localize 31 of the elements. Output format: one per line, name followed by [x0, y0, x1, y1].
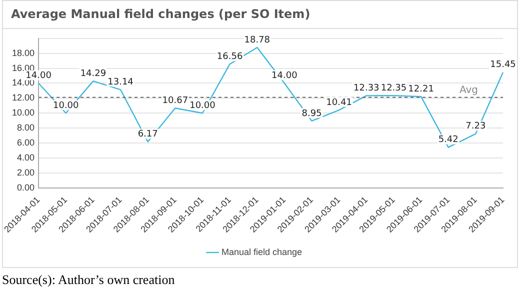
ref-line-label: Avg [459, 85, 478, 96]
y-tick-label: 12.00 [12, 92, 35, 103]
data-label: 8.95 [302, 108, 322, 119]
data-label: 15.45 [490, 60, 516, 70]
data-label: 10.00 [190, 100, 216, 111]
y-tick-label: 6.00 [17, 137, 35, 148]
data-label: 13.14 [108, 77, 134, 88]
chart-title: Average Manual field changes (per SO Item) [3, 1, 517, 29]
data-label: 14.00 [26, 71, 52, 82]
y-tick-label: 0.00 [17, 182, 35, 192]
data-label: 12.33 [354, 84, 380, 94]
y-tick-label: 4.00 [17, 152, 35, 162]
y-tick-label: 10.00 [12, 108, 35, 118]
data-label: 12.21 [408, 84, 434, 94]
data-label: 14.00 [272, 71, 298, 82]
data-label: 18.78 [244, 35, 270, 46]
data-label: 7.23 [466, 122, 486, 132]
data-label: 14.29 [80, 68, 106, 79]
data-label: 10.41 [326, 98, 352, 108]
data-label: 6.17 [138, 130, 158, 140]
data-label: 12.35 [380, 83, 407, 94]
y-tick-label: 8.00 [17, 122, 35, 133]
data-label: 5.42 [438, 135, 458, 146]
data-label: 10.67 [162, 96, 188, 106]
legend-label: Manual field change [221, 246, 302, 257]
data-label: 16.56 [216, 52, 243, 62]
data-label: 10.00 [52, 100, 80, 111]
source-note: Source(s): Author’s own creation [2, 272, 175, 288]
y-tick-label: 16.00 [12, 62, 35, 73]
y-tick-label: 2.00 [17, 167, 35, 178]
y-tick-label: 18.00 [12, 48, 35, 58]
